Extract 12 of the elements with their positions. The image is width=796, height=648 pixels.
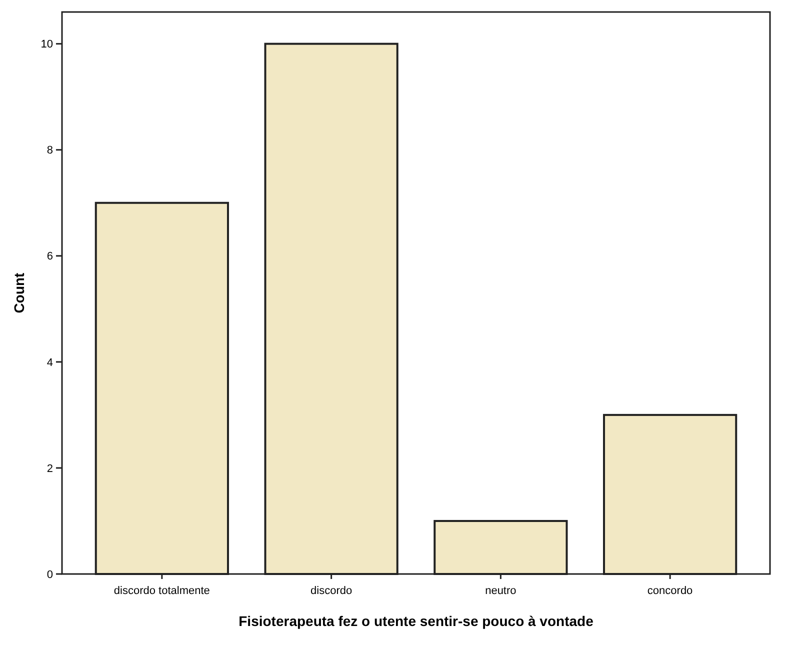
x-axis-title: Fisioterapeuta fez o utente sentir-se pouco à vontade <box>238 613 594 629</box>
y-tick-label: 8 <box>46 144 53 157</box>
x-tick-label: discordo totalmente <box>114 585 210 597</box>
y-tick-label: 0 <box>46 568 53 581</box>
y-tick-label: 10 <box>40 38 53 51</box>
x-tick-label: concordo <box>647 585 693 597</box>
y-tick-label: 4 <box>46 356 53 369</box>
y-tick-label: 6 <box>46 250 53 263</box>
x-tick-label: neutro <box>485 585 516 597</box>
y-axis-title: Count <box>11 272 27 314</box>
y-tick-label: 2 <box>46 462 53 475</box>
x-tick-label: discordo <box>310 585 352 597</box>
